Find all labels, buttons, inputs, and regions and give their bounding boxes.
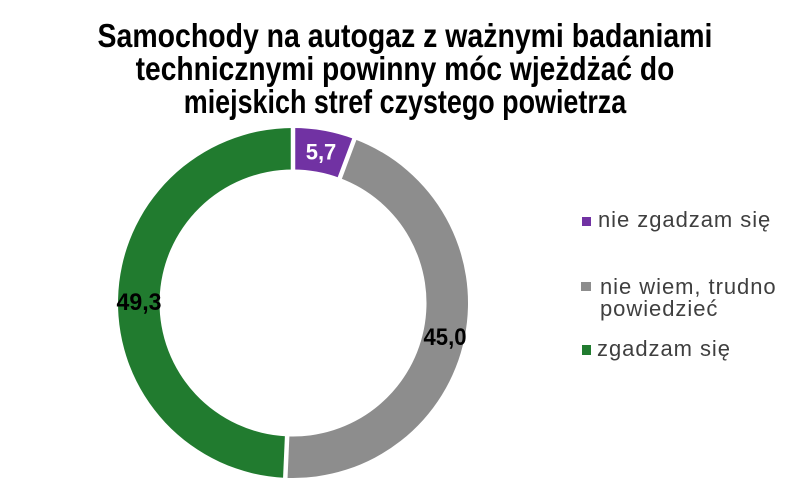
- svg-text:49,3: 49,3: [117, 289, 162, 316]
- svg-text:5,7: 5,7: [306, 139, 337, 164]
- svg-text:45,0: 45,0: [424, 324, 467, 351]
